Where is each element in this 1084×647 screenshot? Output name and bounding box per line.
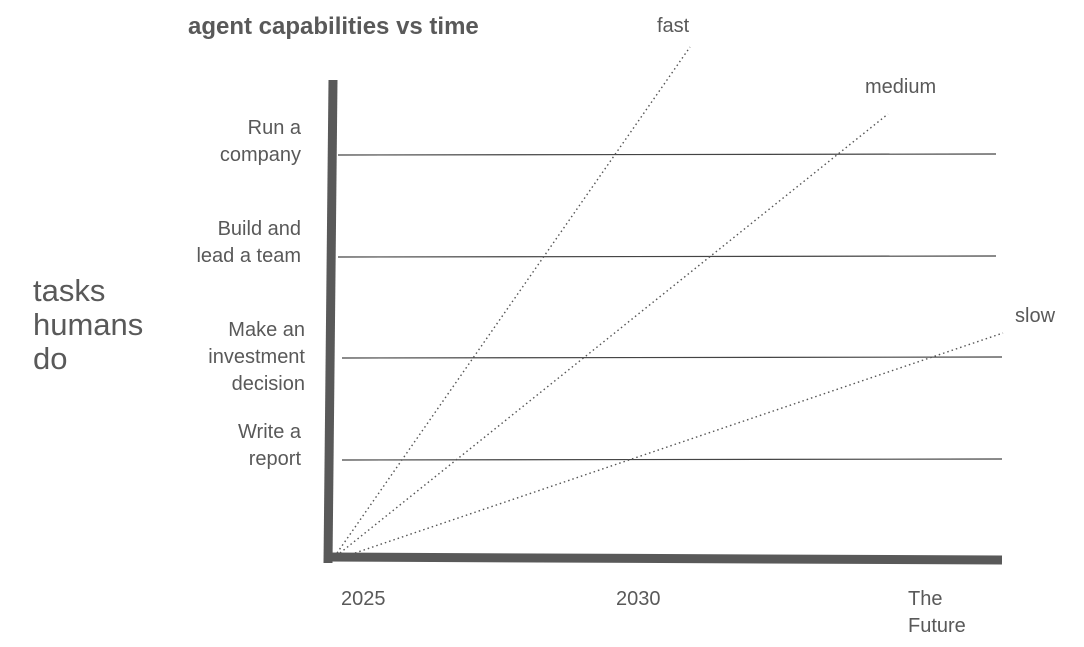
task-label-line: investment: [208, 346, 305, 368]
gridline-write-a-report: [341, 458, 1003, 461]
task-label-line: decision: [231, 373, 305, 395]
curve-fast: [336, 46, 691, 554]
task-label-line: Run a: [247, 117, 301, 139]
task-label-run-a-company: Run a company: [220, 115, 301, 169]
curve-slow: [354, 332, 1004, 554]
curve-label-slow: slow: [1015, 305, 1056, 327]
x-tick-label-line: The: [908, 588, 943, 610]
curve-label-medium: medium: [865, 76, 937, 98]
x-tick-2025: 2025: [341, 586, 386, 613]
task-label-write-a-report: Write a report: [238, 419, 301, 473]
x-tick-label-line: 2025: [341, 588, 386, 610]
task-label-line: Build and: [217, 218, 301, 240]
task-label-line: report: [248, 448, 301, 470]
y-axis-label-line: humans: [33, 307, 144, 342]
y-axis-label-line: do: [33, 341, 68, 376]
x-tick-the-future: The Future: [908, 586, 966, 640]
gridline-make-an-investment-decision: [341, 356, 1003, 359]
y-axis-label: tasks humans do: [33, 274, 143, 376]
x-tick-label-line: Future: [908, 615, 966, 637]
y-axis-label-line: tasks: [33, 273, 106, 308]
task-label-line: lead a team: [196, 245, 301, 267]
curve-label-fast: fast: [657, 15, 690, 37]
gridline-build-and-lead-a-team: [337, 255, 997, 258]
y-axis: [323, 79, 338, 564]
curve-medium: [339, 113, 889, 554]
task-label-build-and-lead-a-team: Build and lead a team: [196, 216, 301, 270]
x-tick-2030: 2030: [616, 586, 661, 613]
task-label-line: Write a: [238, 421, 301, 443]
x-tick-label-line: 2030: [616, 588, 661, 610]
diagram-title: agent capabilities vs time: [188, 13, 479, 40]
task-label-make-an-investment-decision: Make an investment decision: [208, 317, 305, 398]
x-axis: [323, 552, 1003, 565]
task-label-line: company: [219, 144, 301, 166]
gridline-run-a-company: [337, 153, 997, 156]
task-label-line: Make an: [228, 319, 305, 341]
